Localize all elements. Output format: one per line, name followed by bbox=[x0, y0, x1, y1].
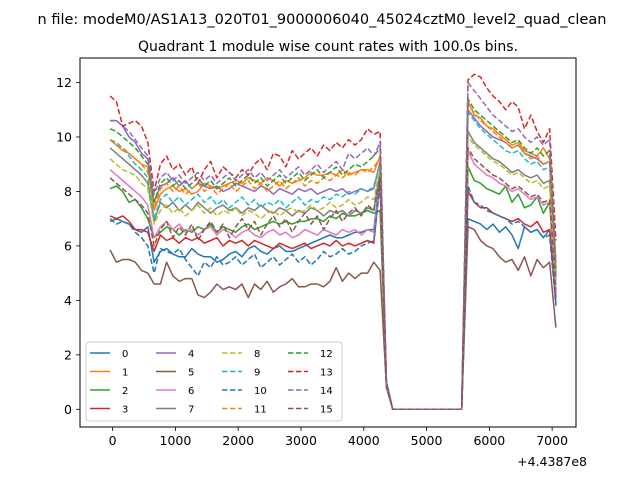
x-tick-label: 6000 bbox=[473, 433, 505, 448]
series-5-line bbox=[109, 226, 557, 411]
legend-label: 0 bbox=[122, 349, 128, 360]
series-13-line bbox=[109, 73, 557, 411]
series-15-line bbox=[109, 147, 557, 411]
y-tick-label: 2 bbox=[64, 347, 72, 362]
legend-label: 7 bbox=[188, 405, 194, 416]
legend-box bbox=[85, 341, 343, 422]
series-10-line bbox=[109, 182, 557, 411]
legend-label: 8 bbox=[254, 349, 260, 360]
x-tick-label: 1000 bbox=[160, 433, 192, 448]
y-tick-label: 12 bbox=[56, 75, 72, 90]
series-3-line bbox=[109, 179, 557, 411]
legend-label: 5 bbox=[188, 368, 194, 379]
legend-label: 9 bbox=[254, 368, 260, 379]
x-axis: 0 1000 2000 3000 4000 5000 6000 7000 bbox=[109, 427, 568, 448]
series-8-line bbox=[109, 136, 557, 411]
legend-label: 12 bbox=[320, 349, 333, 360]
y-tick-label: 0 bbox=[64, 402, 72, 417]
legend-label: 1 bbox=[122, 368, 128, 379]
legend-label: 4 bbox=[188, 349, 194, 360]
series-1-line bbox=[109, 100, 557, 411]
x-tick-label: 3000 bbox=[285, 433, 317, 448]
legend-label: 10 bbox=[254, 386, 267, 397]
series-0-line bbox=[109, 177, 557, 411]
y-tick-label: 10 bbox=[56, 129, 72, 144]
series-layer bbox=[109, 73, 557, 411]
x-tick-label: 4000 bbox=[348, 433, 380, 448]
figure-suptitle: n file: modeM0/AS1A13_020T01_9000006040_… bbox=[38, 12, 607, 28]
x-offset-label: +4.4387e8 bbox=[517, 454, 587, 469]
y-axis: 0 2 4 6 8 10 12 bbox=[56, 75, 80, 417]
chart-title: Quadrant 1 module wise count rates with … bbox=[138, 39, 518, 55]
x-tick-label: 2000 bbox=[222, 433, 254, 448]
x-tick-label: 7000 bbox=[536, 433, 568, 448]
x-tick-label: 5000 bbox=[411, 433, 443, 448]
y-tick-label: 4 bbox=[64, 293, 72, 308]
legend-label: 15 bbox=[320, 405, 333, 416]
y-tick-label: 8 bbox=[64, 184, 72, 199]
y-tick-label: 6 bbox=[64, 238, 72, 253]
legend-label: 11 bbox=[254, 405, 267, 416]
legend-label: 6 bbox=[188, 386, 194, 397]
legend-label: 14 bbox=[320, 386, 333, 397]
series-7-line bbox=[109, 130, 557, 411]
series-6-line bbox=[109, 149, 557, 411]
series-12-line bbox=[109, 98, 557, 411]
legend-label: 13 bbox=[320, 368, 333, 379]
plot-frame bbox=[79, 57, 577, 428]
legend-label: 2 bbox=[122, 386, 128, 397]
legend-label: 3 bbox=[122, 405, 128, 416]
series-9-line bbox=[109, 111, 557, 411]
series-14-line bbox=[110, 81, 557, 411]
series-11-line bbox=[109, 103, 557, 411]
x-tick-label: 0 bbox=[109, 433, 117, 448]
